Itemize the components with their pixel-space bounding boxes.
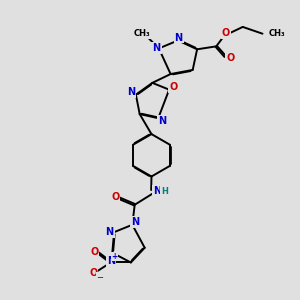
Text: O: O [221,28,230,38]
Text: CH₃: CH₃ [269,28,286,38]
Text: +: + [112,252,118,261]
Text: N: N [107,256,115,266]
Text: N: N [158,116,166,126]
Text: N: N [106,226,114,237]
Text: CH₃: CH₃ [134,29,151,38]
Text: O: O [169,82,177,92]
Text: N: N [153,186,161,196]
Text: N: N [152,43,160,52]
Text: N: N [175,32,183,43]
Text: O: O [90,247,98,257]
Text: H: H [161,187,168,196]
Text: −: − [96,273,103,282]
Text: N: N [127,87,135,97]
Text: N: N [130,218,139,227]
Text: O: O [226,53,235,63]
Text: O: O [111,192,119,202]
Text: O: O [89,268,97,278]
